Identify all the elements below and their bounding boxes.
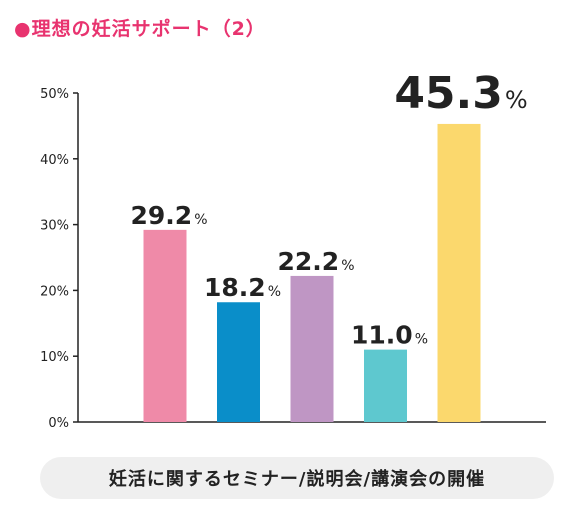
y-tick-label: 40% xyxy=(40,153,69,168)
data-label-3: 22.2% xyxy=(278,247,355,276)
bar-2 xyxy=(217,302,260,422)
data-labels: 29.2 %18.2 %22.2 %11.0 %45.3% xyxy=(131,68,528,350)
data-label-1: 29.2% xyxy=(131,201,208,230)
bar-1 xyxy=(143,229,187,422)
data-label-value: 22.2 xyxy=(278,247,340,276)
data-label-unit: % xyxy=(415,332,428,348)
data-label-value: 11.0 xyxy=(351,321,413,350)
data-label-value: 29.2 xyxy=(131,201,193,230)
data-label-unit: % xyxy=(194,212,207,228)
data-label-5: 45.3% xyxy=(394,68,527,119)
data-label-unit: % xyxy=(341,258,354,274)
y-tick-label: 50% xyxy=(40,87,69,102)
category-caption: 妊活に関するセミナー/説明会/講演会の開催 xyxy=(40,457,554,499)
bars xyxy=(143,123,481,423)
data-label-value: 45.3 xyxy=(394,68,503,119)
y-tick-label: 10% xyxy=(40,350,69,365)
chart-title: ●理想の妊活サポート（2） xyxy=(14,18,266,40)
data-label-unit: % xyxy=(268,284,281,300)
data-label-2: 18.2% xyxy=(204,273,281,302)
data-label-unit: % xyxy=(505,86,528,114)
data-label-4: 11.0% xyxy=(351,321,428,350)
data-label-value: 18.2 xyxy=(204,273,266,302)
bar-3 xyxy=(290,275,334,422)
y-tick-label: 30% xyxy=(40,219,69,234)
bar-4 xyxy=(364,349,407,422)
bar-5 xyxy=(437,123,481,423)
y-tick-label: 0% xyxy=(48,416,69,431)
y-axis: 0% 10% 20% 30% 40% 50% xyxy=(40,87,546,431)
y-tick-label: 20% xyxy=(40,284,69,299)
